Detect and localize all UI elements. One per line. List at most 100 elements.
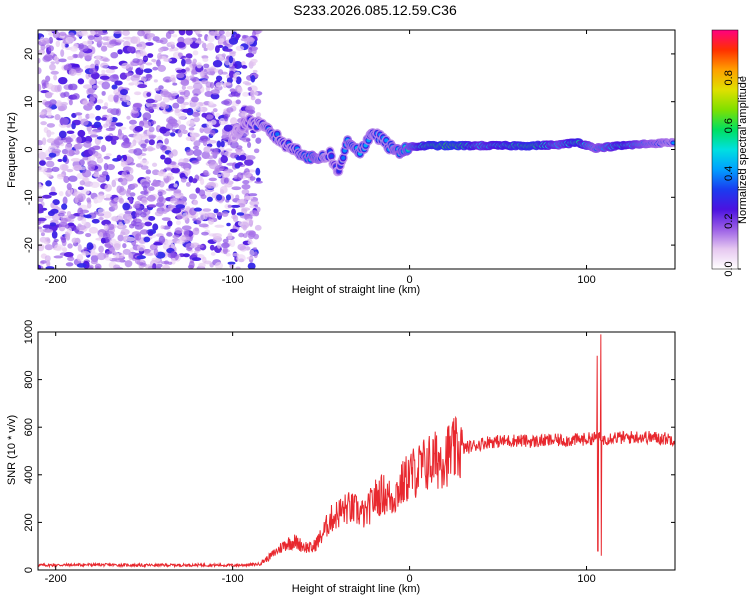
noise-blob — [186, 152, 192, 156]
noise-blob — [120, 178, 128, 186]
noise-blob — [157, 52, 163, 60]
snr-series-line — [38, 334, 675, 569]
noise-blob — [191, 63, 197, 67]
noise-blob — [222, 238, 229, 244]
noise-blob — [201, 112, 207, 118]
noise-blob — [104, 184, 112, 192]
noise-blob — [249, 200, 260, 207]
y-tick-label: 0 — [23, 146, 35, 152]
noise-blob — [158, 47, 164, 53]
noise-blob — [224, 48, 233, 52]
noise-blob — [120, 231, 126, 236]
noise-blob — [162, 264, 170, 269]
noise-blob — [87, 87, 96, 94]
noise-blob — [237, 162, 244, 166]
noise-blob — [46, 83, 54, 90]
noise-blob — [105, 135, 113, 142]
noise-blob — [235, 148, 242, 156]
noise-blob — [107, 230, 115, 239]
noise-blob — [223, 124, 234, 132]
noise-blob — [38, 226, 43, 230]
noise-blob — [90, 259, 98, 265]
noise-blob — [106, 114, 113, 121]
noise-blob — [250, 58, 258, 64]
noise-blob — [111, 179, 117, 188]
y-tick-label: 600 — [23, 418, 35, 436]
noise-blob — [87, 163, 96, 171]
noise-blob — [140, 76, 147, 82]
noise-blob — [135, 52, 142, 59]
noise-blob — [223, 113, 229, 122]
noise-blob — [46, 174, 52, 178]
noise-blob — [200, 135, 209, 141]
noise-blob — [158, 180, 165, 188]
x-tick-label: -100 — [222, 274, 244, 286]
noise-blob — [57, 105, 66, 112]
noise-blob — [145, 169, 152, 175]
noise-blob — [148, 126, 155, 133]
noise-blob — [243, 195, 254, 201]
noise-blob — [229, 117, 238, 125]
noise-blob — [176, 239, 185, 245]
noise-blob — [42, 224, 53, 229]
noise-blob — [119, 186, 125, 192]
noise-blob — [185, 181, 191, 187]
noise-blob — [45, 160, 55, 168]
noise-blob — [208, 101, 214, 106]
noise-blob — [96, 99, 104, 104]
noise-blob — [81, 218, 87, 225]
noise-blob — [182, 108, 192, 113]
noise-blob — [134, 125, 144, 132]
noise-blob — [235, 45, 245, 51]
noise-blob — [213, 208, 219, 214]
noise-blob — [238, 232, 245, 238]
noise-blob — [247, 86, 252, 91]
noise-blob — [125, 72, 134, 77]
noise-blob — [49, 131, 55, 135]
noise-blob — [202, 57, 209, 62]
y-tick-label: 1000 — [23, 320, 35, 344]
noise-blob — [254, 180, 263, 184]
noise-blob — [206, 155, 214, 160]
noise-blob — [212, 108, 218, 113]
y-tick-label: -10 — [23, 189, 35, 205]
noise-blob — [193, 140, 201, 147]
noise-blob — [72, 53, 78, 59]
noise-blob — [220, 150, 225, 156]
noise-blob — [66, 183, 72, 191]
snr-x-ticks: -200 -100 0 100 — [45, 332, 596, 585]
noise-blob — [159, 144, 167, 151]
noise-blob — [85, 232, 92, 238]
noise-blob — [157, 64, 167, 72]
noise-blob — [249, 205, 256, 209]
noise-blob — [92, 173, 101, 177]
noise-blob — [127, 46, 135, 53]
noise-blob — [122, 248, 131, 255]
noise-blob — [191, 160, 200, 165]
noise-blob — [166, 116, 176, 124]
noise-blob — [50, 208, 59, 214]
noise-blob — [77, 244, 82, 252]
noise-blob — [134, 36, 141, 45]
noise-blob — [78, 159, 85, 166]
noise-blob — [38, 49, 45, 55]
noise-blob — [236, 145, 243, 150]
noise-blob — [210, 93, 220, 100]
noise-blob — [148, 186, 155, 191]
noise-blob — [209, 31, 216, 35]
noise-blob — [79, 209, 90, 214]
noise-blob — [152, 66, 158, 71]
noise-blob — [217, 44, 224, 49]
noise-blob — [172, 34, 178, 38]
noise-blob — [141, 181, 151, 189]
noise-blob — [145, 42, 154, 46]
noise-blob — [62, 247, 68, 253]
noise-blob — [59, 163, 69, 171]
noise-blob — [180, 68, 186, 73]
noise-blob — [99, 75, 110, 80]
noise-blob — [42, 37, 51, 45]
noise-blob — [188, 260, 195, 269]
noise-blob — [120, 141, 131, 149]
noise-blob — [164, 157, 172, 165]
